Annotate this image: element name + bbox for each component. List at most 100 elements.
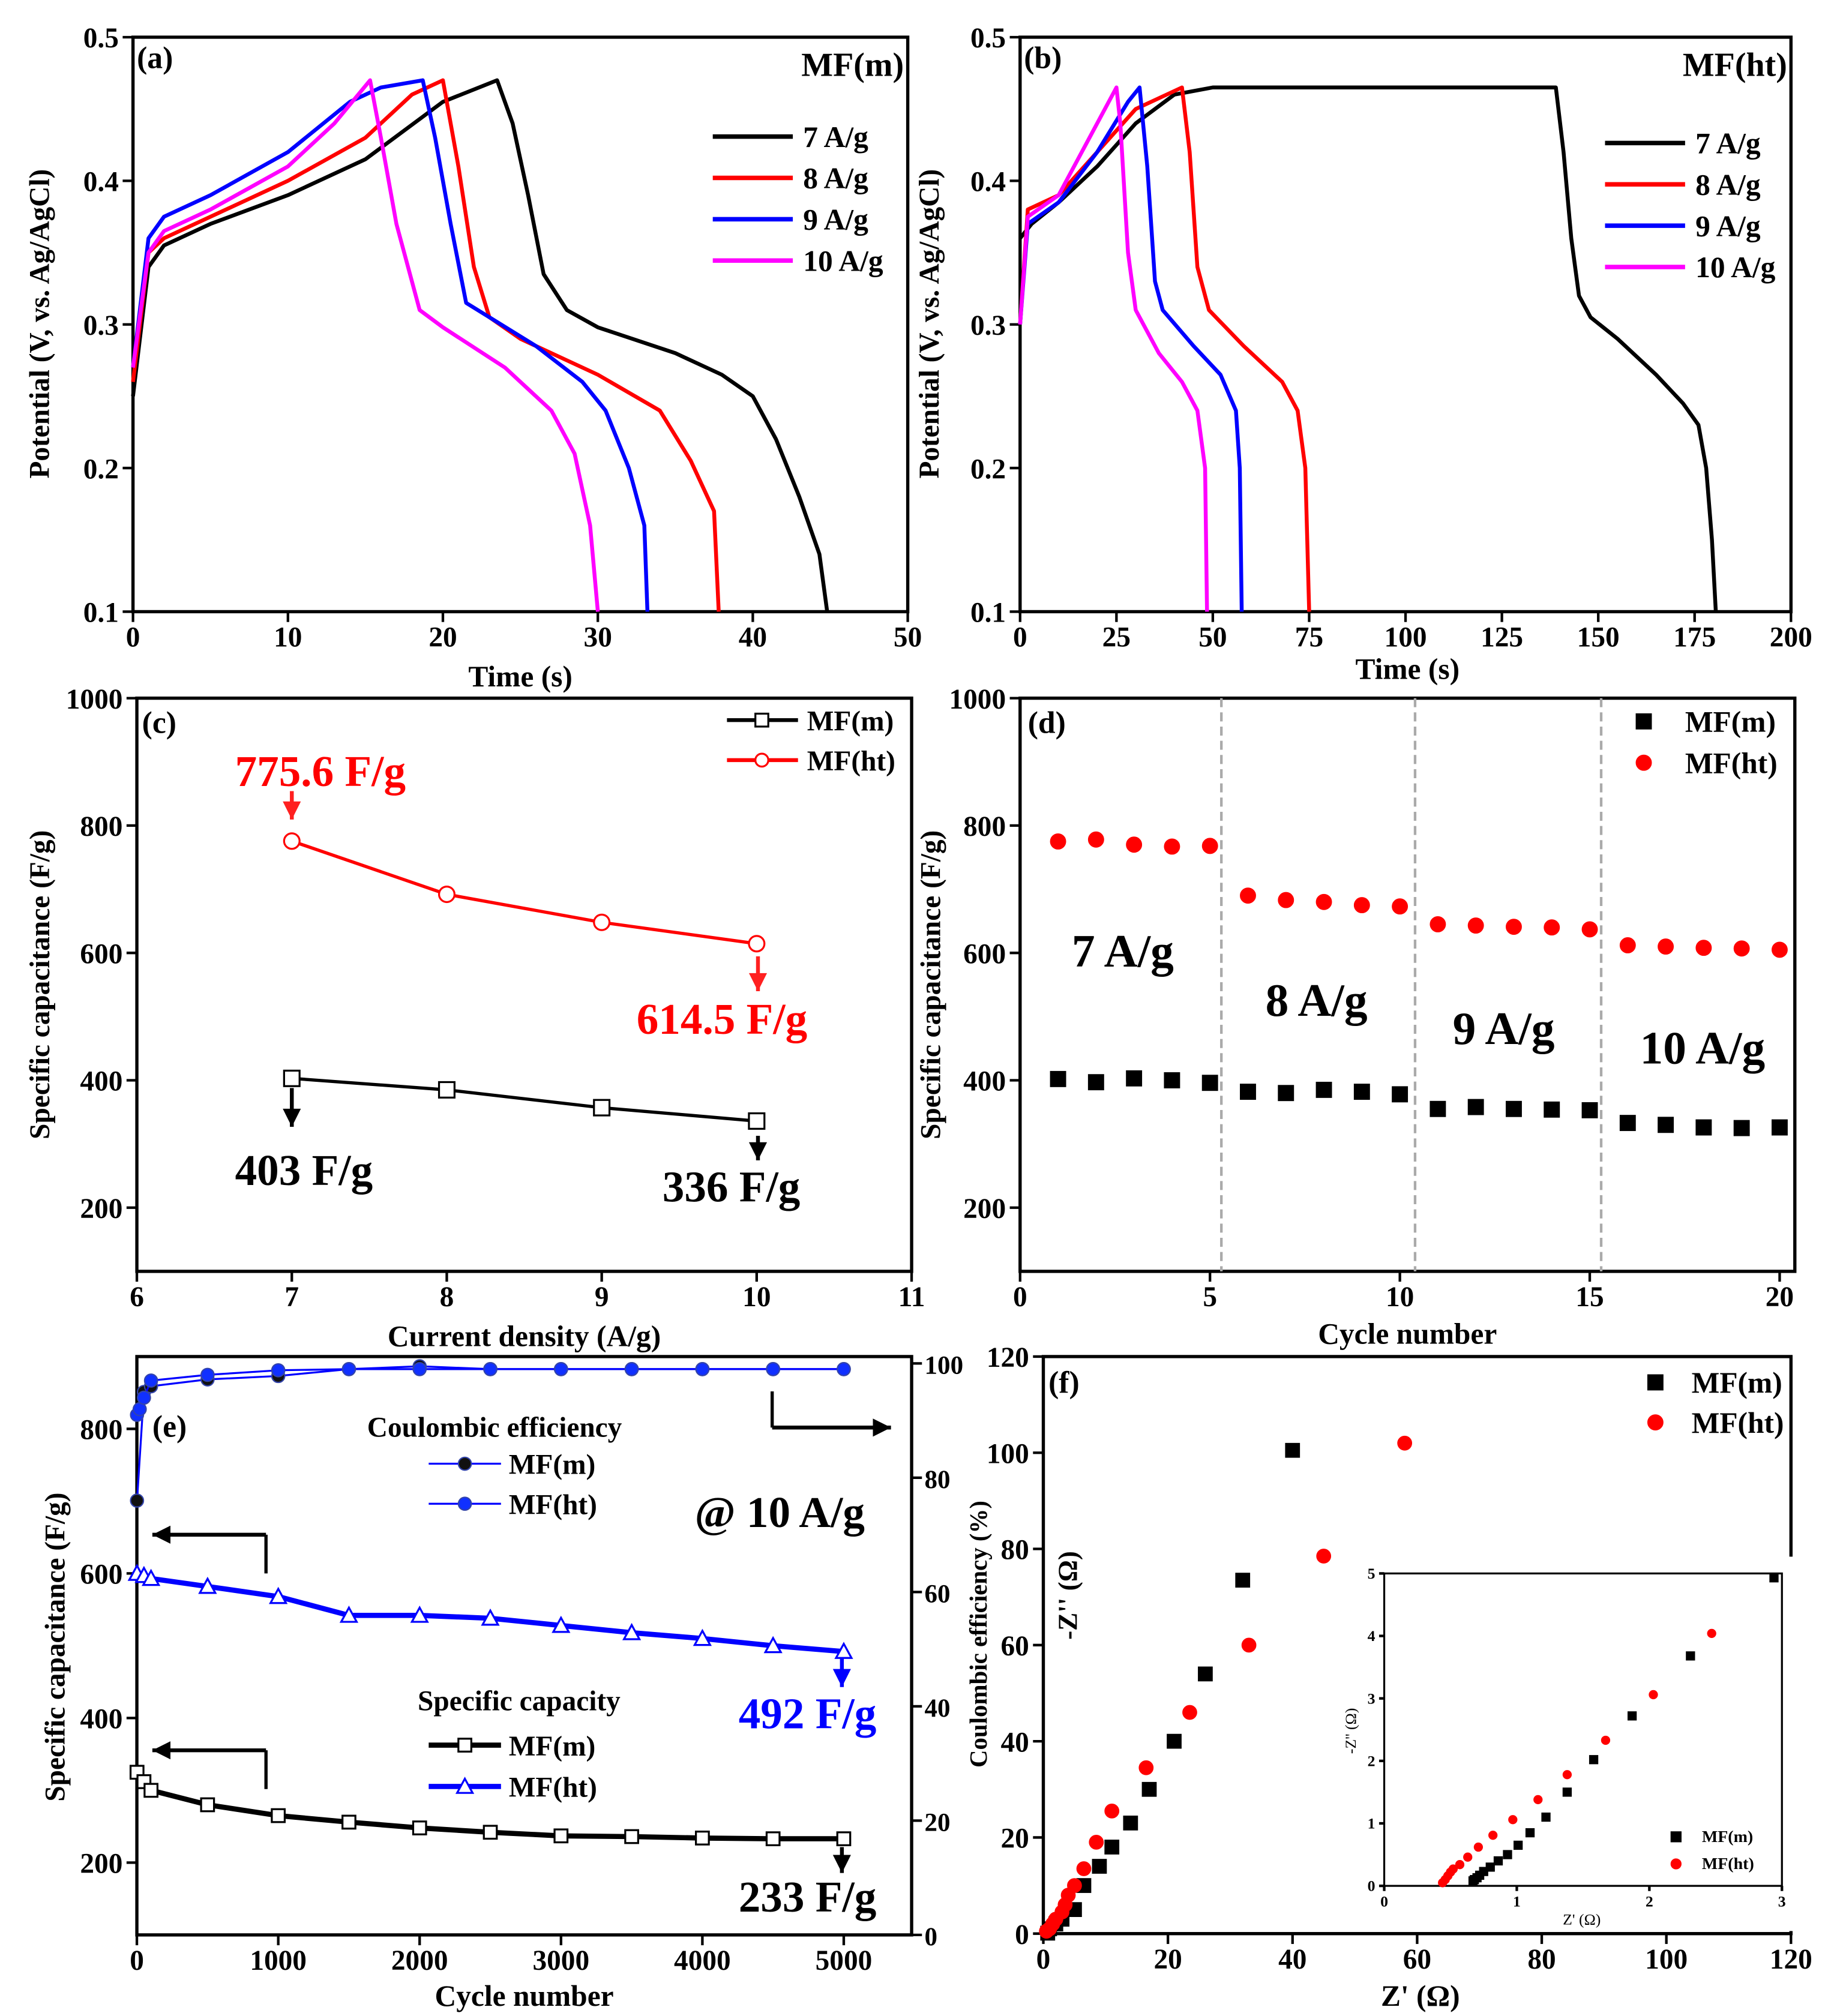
data-point [143, 1373, 158, 1388]
data-point [1392, 1086, 1409, 1103]
legend-label: MF(m) [807, 706, 894, 737]
series-line [131, 78, 721, 612]
annotation-ht-min: 614.5 F/g [637, 995, 807, 1043]
data-point [1769, 1573, 1779, 1583]
x-axis-label: Cycle number [434, 1979, 613, 2012]
plot-frame [1383, 1572, 1783, 1887]
x-tick-label: 3 [1778, 1893, 1786, 1910]
panel-label: (c) [142, 706, 176, 740]
x-tick-label: 15 [1575, 1282, 1604, 1313]
y-axis-label: Potential (V, vs. Ag/AgCl) [914, 169, 945, 479]
x-tick-label: 175 [1673, 622, 1716, 653]
data-point [483, 1825, 498, 1840]
data-point [763, 1636, 783, 1654]
y2-tick-label: 20 [925, 1809, 951, 1837]
x-tick-label: 100 [1385, 622, 1427, 653]
y2-tick-label: 40 [925, 1694, 951, 1723]
legend-label: MF(ht) [509, 1772, 597, 1804]
x-tick-label: 0 [1036, 1944, 1051, 1975]
legend-label: MF(ht) [807, 746, 895, 777]
arrow-icon [283, 1088, 301, 1127]
legend-label: MF(ht) [509, 1489, 597, 1520]
data-point [1733, 940, 1750, 957]
panel-label: (b) [1024, 41, 1062, 76]
y2-axis-label: Coulombic efficiency (%) [965, 1501, 992, 1768]
data-point [695, 1831, 710, 1846]
x-tick-label: 10 [742, 1282, 771, 1313]
y-tick-label: 800 [963, 811, 1006, 842]
data-point [1198, 1666, 1213, 1682]
arrow-icon [748, 956, 768, 992]
data-point [1619, 1115, 1636, 1132]
panel-b: 0 25 50 75 100 125 150 175 200 0.1 0.2 0.3 0.4 0.5 (b)… [914, 23, 1812, 685]
data-point [1123, 1816, 1138, 1831]
data-point [198, 1576, 217, 1594]
y-tick-label: 400 [80, 1066, 122, 1097]
y-tick-label: 1 [1368, 1815, 1376, 1832]
annotation-m-max: 403 F/g [235, 1146, 373, 1195]
data-point [271, 1363, 286, 1378]
data-point [1589, 1755, 1599, 1765]
legend-label: MF(m) [1692, 1366, 1782, 1399]
data-point [200, 1797, 215, 1813]
data-point [1138, 1760, 1154, 1775]
y-tick-label: 0 [1015, 1919, 1029, 1951]
x-axis-label: Time (s) [468, 660, 573, 693]
series-7ag [1018, 85, 1718, 612]
y-tick-label: 200 [80, 1193, 122, 1225]
series-line [292, 1076, 757, 1123]
y-tick-label: 200 [80, 1849, 122, 1880]
x-axis-label: Time (s) [1355, 652, 1460, 685]
y-tick-label: 0.2 [970, 454, 1006, 485]
data-point [1164, 838, 1180, 855]
legend-label: MF(ht) [1692, 1406, 1784, 1439]
x-tick-label: 150 [1577, 622, 1620, 653]
x-tick-label: 30 [584, 622, 612, 653]
data-point [1448, 1864, 1458, 1874]
x-tick-label: 2000 [391, 1945, 448, 1976]
data-point [1167, 1733, 1182, 1749]
data-point [1562, 1770, 1572, 1780]
series-mfht [1050, 831, 1788, 958]
x-tick-label: 125 [1481, 622, 1523, 653]
data-point [1503, 1850, 1512, 1859]
y-tick-label: 100 [987, 1438, 1029, 1469]
legend-marker [455, 1777, 475, 1794]
data-point [1695, 940, 1712, 956]
data-point [1544, 1101, 1560, 1118]
region-label: 10 A/g [1640, 1022, 1766, 1074]
panel-label: (e) [152, 1409, 187, 1444]
legend-marker [1670, 1858, 1682, 1870]
data-point [339, 1606, 359, 1623]
legend-label: 7 A/g [1695, 127, 1761, 160]
data-point [1493, 1856, 1503, 1866]
y-tick-label: 80 [1001, 1535, 1029, 1566]
data-point [837, 1362, 851, 1376]
y-tick-label: 400 [80, 1704, 122, 1735]
data-point [1771, 1119, 1788, 1136]
series-8ag [131, 78, 721, 612]
y-tick-label: 800 [80, 1415, 122, 1446]
data-point [1278, 1085, 1294, 1102]
series-9ag [1018, 85, 1244, 612]
data-point [271, 1808, 286, 1823]
data-point [1463, 1852, 1473, 1862]
data-point [1076, 1861, 1092, 1876]
data-point [130, 1493, 145, 1508]
x-tick-label: 1 [1513, 1893, 1521, 1910]
legend-label: MF(m) [1685, 706, 1776, 739]
legend-marker [1647, 1414, 1664, 1431]
data-point [1164, 1072, 1180, 1088]
data-point [552, 1615, 571, 1633]
y2-tick-label: 80 [925, 1466, 951, 1494]
region-label: 7 A/g [1072, 925, 1174, 977]
series-line [1018, 85, 1244, 612]
x-tick-label: 10 [1386, 1282, 1414, 1313]
y-tick-label: 0.1 [970, 598, 1006, 629]
panel-label: (f) [1048, 1366, 1080, 1400]
data-point [1581, 1102, 1598, 1118]
data-point [1285, 1442, 1300, 1458]
data-point [593, 1099, 611, 1117]
legend-label: 8 A/g [803, 162, 868, 195]
panel-label: (a) [137, 41, 173, 76]
